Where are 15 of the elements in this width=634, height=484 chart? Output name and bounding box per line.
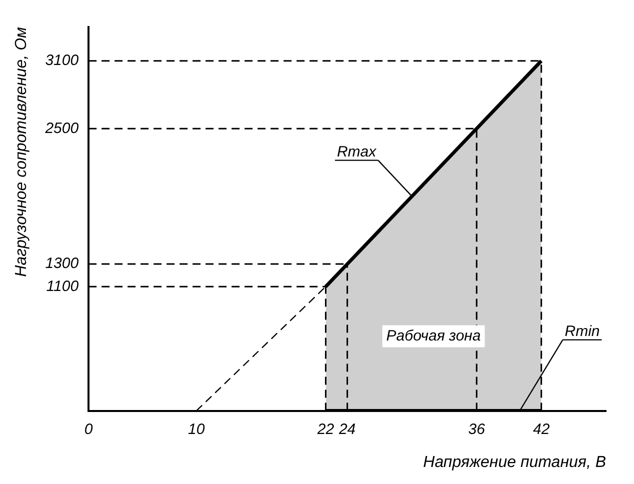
y-tick-label: 1100 (46, 278, 80, 295)
x-tick-label: 24 (338, 420, 356, 438)
x-tick-label: 42 (532, 420, 550, 438)
annotation: Rmin (564, 322, 600, 340)
y-axis-title: Нагрузочное сопротивление, Ом (13, 26, 30, 277)
x-tick-label: 22 (316, 420, 335, 438)
y-tick-label: 2500 (44, 120, 80, 137)
annotation: Rmax (336, 143, 377, 160)
y-tick-label: 3100 (45, 52, 80, 70)
y-tick-label: 1300 (45, 255, 80, 272)
x-tick-label: 0 (84, 420, 94, 438)
x-axis-title: Напряжение питания, В (423, 454, 606, 471)
x-tick-label: 36 (468, 420, 486, 438)
annotation: Рабочая зона (386, 327, 481, 344)
x-tick-label: 10 (188, 420, 206, 438)
